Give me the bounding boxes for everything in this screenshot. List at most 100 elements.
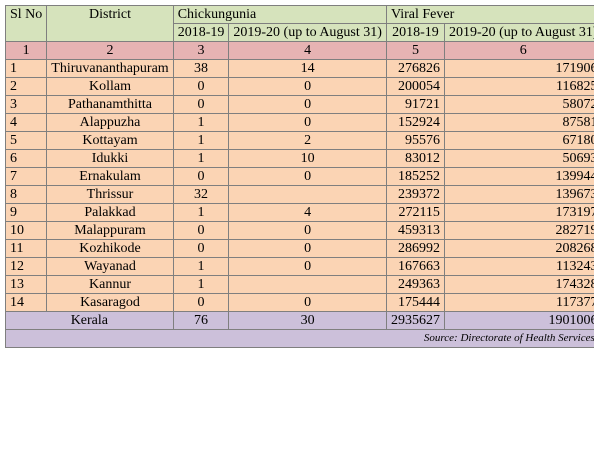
total-vf-2018: 2935627 xyxy=(385,311,445,330)
district-cell: Kannur xyxy=(46,275,174,294)
chik-2019-cell: 0 xyxy=(228,239,387,258)
chik-2018-cell: 0 xyxy=(172,239,230,258)
chik-2018-cell: 0 xyxy=(172,293,230,312)
sl-cell: 6 xyxy=(4,149,48,168)
vf-2019-cell: 208268 xyxy=(443,239,594,258)
header-vf-2019: 2019-20 (up to August 31) xyxy=(443,23,594,42)
vf-2019-cell: 117377 xyxy=(443,293,594,312)
vf-2018-cell: 276826 xyxy=(385,59,445,78)
source-note: Source: Directorate of Health Services. xyxy=(5,329,594,348)
header-chik-2018: 2018-19 xyxy=(172,23,230,42)
index-cell: 5 xyxy=(385,41,445,60)
chik-2019-cell: 0 xyxy=(228,257,387,276)
chik-2018-cell: 1 xyxy=(172,113,230,132)
district-cell: Palakkad xyxy=(46,203,174,222)
district-cell: Thrissur xyxy=(46,185,174,204)
table-row: 1 Thiruvananthapuram 38 14 276826 171906 xyxy=(4,59,594,78)
district-cell: Alappuzha xyxy=(46,113,174,132)
table-row: 2 Kollam 0 0 200054 116825 xyxy=(4,77,594,96)
index-cell: 2 xyxy=(46,41,174,60)
chik-2018-cell: 38 xyxy=(172,59,230,78)
chik-2019-cell: 2 xyxy=(228,131,387,150)
chik-2018-cell: 1 xyxy=(172,275,230,294)
chik-2019-cell: 0 xyxy=(228,293,387,312)
table-row: 7 Ernakulam 0 0 185252 139944 xyxy=(4,167,594,186)
index-cell: 1 xyxy=(4,41,48,60)
chik-2018-cell: 0 xyxy=(172,221,230,240)
vf-2018-cell: 167663 xyxy=(385,257,445,276)
vf-2019-cell: 58072 xyxy=(443,95,594,114)
chik-2019-cell xyxy=(228,275,387,294)
header-row-1: Sl No District Chickungunia Viral Fever xyxy=(4,5,594,42)
header-vf-2018: 2018-19 xyxy=(385,23,445,42)
sl-cell: 14 xyxy=(4,293,48,312)
vf-2018-cell: 91721 xyxy=(385,95,445,114)
index-cell: 6 xyxy=(443,41,594,60)
chik-2018-cell: 1 xyxy=(172,257,230,276)
vf-2018-cell: 185252 xyxy=(385,167,445,186)
chik-2019-cell: 14 xyxy=(228,59,387,78)
sl-cell: 9 xyxy=(4,203,48,222)
sl-cell: 12 xyxy=(4,257,48,276)
sl-cell: 8 xyxy=(4,185,48,204)
vf-2018-cell: 83012 xyxy=(385,149,445,168)
header-district: District xyxy=(46,5,174,42)
sl-cell: 13 xyxy=(4,275,48,294)
disease-statistics-table: Sl No District Chickungunia Viral Fever … xyxy=(4,5,594,348)
chik-2019-cell: 0 xyxy=(228,95,387,114)
chik-2018-cell: 0 xyxy=(172,95,230,114)
district-cell: Thiruvananthapuram xyxy=(46,59,174,78)
header-chikungunia: Chickungunia xyxy=(172,5,387,24)
vf-2019-cell: 139673 xyxy=(443,185,594,204)
vf-2019-cell: 50693 xyxy=(443,149,594,168)
vf-2018-cell: 272115 xyxy=(385,203,445,222)
chik-2018-cell: 1 xyxy=(172,131,230,150)
district-cell: Pathanamthitta xyxy=(46,95,174,114)
chik-2019-cell: 0 xyxy=(228,167,387,186)
vf-2018-cell: 152924 xyxy=(385,113,445,132)
vf-2018-cell: 286992 xyxy=(385,239,445,258)
sl-cell: 7 xyxy=(4,167,48,186)
total-chik-2018: 76 xyxy=(172,311,230,330)
table-row: 11 Kozhikode 0 0 286992 208268 xyxy=(4,239,594,258)
vf-2019-cell: 174328 xyxy=(443,275,594,294)
vf-2019-cell: 113243 xyxy=(443,257,594,276)
index-cell: 4 xyxy=(228,41,387,60)
district-cell: Kollam xyxy=(46,77,174,96)
sl-cell: 5 xyxy=(4,131,48,150)
table-row: 13 Kannur 1 249363 174328 xyxy=(4,275,594,294)
total-row: Kerala 76 30 2935627 1901006 xyxy=(5,311,594,330)
sl-cell: 4 xyxy=(4,113,48,132)
district-cell: Kozhikode xyxy=(46,239,174,258)
vf-2019-cell: 67180 xyxy=(443,131,594,150)
chik-2019-cell: 0 xyxy=(228,77,387,96)
header-sl-no: Sl No xyxy=(4,5,48,42)
source-row: Source: Directorate of Health Services. xyxy=(5,329,594,348)
total-vf-2019: 1901006 xyxy=(443,311,594,330)
vf-2018-cell: 459313 xyxy=(385,221,445,240)
district-cell: Ernakulam xyxy=(46,167,174,186)
table-row: 10 Malappuram 0 0 459313 282719 xyxy=(4,221,594,240)
table-container: Sl No District Chickungunia Viral Fever … xyxy=(4,5,594,348)
district-cell: Idukki xyxy=(46,149,174,168)
table-row: 14 Kasaragod 0 0 175444 117377 xyxy=(4,293,594,312)
table-row: 8 Thrissur 32 239372 139673 xyxy=(4,185,594,204)
table-row: 12 Wayanad 1 0 167663 113243 xyxy=(4,257,594,276)
sl-cell: 10 xyxy=(4,221,48,240)
header-chik-2019: 2019-20 (up to August 31) xyxy=(228,23,387,42)
column-index-row: 1 2 3 4 5 6 xyxy=(4,41,594,60)
table-row: 3 Pathanamthitta 0 0 91721 58072 xyxy=(4,95,594,114)
vf-2018-cell: 175444 xyxy=(385,293,445,312)
chik-2018-cell: 32 xyxy=(172,185,230,204)
header-viral-fever: Viral Fever xyxy=(385,5,594,24)
chik-2018-cell: 1 xyxy=(172,203,230,222)
chik-2018-cell: 0 xyxy=(172,77,230,96)
table-row: 4 Alappuzha 1 0 152924 87581 xyxy=(4,113,594,132)
chik-2019-cell xyxy=(228,185,387,204)
district-cell: Kottayam xyxy=(46,131,174,150)
chik-2019-cell: 4 xyxy=(228,203,387,222)
district-cell: Kasaragod xyxy=(46,293,174,312)
header-row-2: 2018-19 2019-20 (up to August 31) 2018-1… xyxy=(6,23,594,42)
chik-2019-cell: 0 xyxy=(228,113,387,132)
sl-cell: 3 xyxy=(4,95,48,114)
